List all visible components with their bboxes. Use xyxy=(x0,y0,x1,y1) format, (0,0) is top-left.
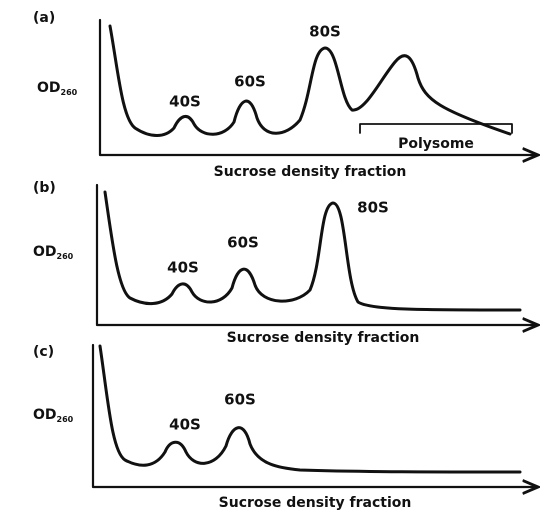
axes xyxy=(91,343,538,487)
panel-c: (c) OD260 40S 60S Sucrose density fracti… xyxy=(33,343,538,511)
panel-label: (c) xyxy=(33,344,54,360)
peak-label: 60S xyxy=(227,234,259,252)
peak-label: 40S xyxy=(167,259,199,277)
panel-b: (b) OD260 40S 60S 80S Sucrose density fr… xyxy=(33,180,538,346)
peak-label: 60S xyxy=(234,73,266,91)
polysome-label: Polysome xyxy=(398,136,474,152)
panel-label: (b) xyxy=(33,180,56,196)
profile-curve xyxy=(103,190,522,312)
axes xyxy=(95,183,538,325)
axes xyxy=(98,18,538,155)
panel-a: (a) OD260 40S 60S 80S Polysome Sucrose d… xyxy=(33,10,538,180)
peak-label: 80S xyxy=(309,23,341,41)
y-label: OD260 xyxy=(37,80,78,97)
profile-curve xyxy=(108,24,512,137)
peak-label: 60S xyxy=(224,391,256,409)
peak-label: 80S xyxy=(357,199,389,217)
x-label: Sucrose density fraction xyxy=(219,495,412,511)
x-label: Sucrose density fraction xyxy=(214,164,407,180)
peak-label: 40S xyxy=(169,416,201,434)
profile-curve xyxy=(98,344,522,474)
peak-label: 40S xyxy=(169,93,201,111)
x-label: Sucrose density fraction xyxy=(227,330,420,346)
panel-label: (a) xyxy=(33,10,55,26)
y-label: OD260 xyxy=(33,407,74,424)
y-label: OD260 xyxy=(33,244,74,261)
polysome-bracket xyxy=(359,123,513,134)
